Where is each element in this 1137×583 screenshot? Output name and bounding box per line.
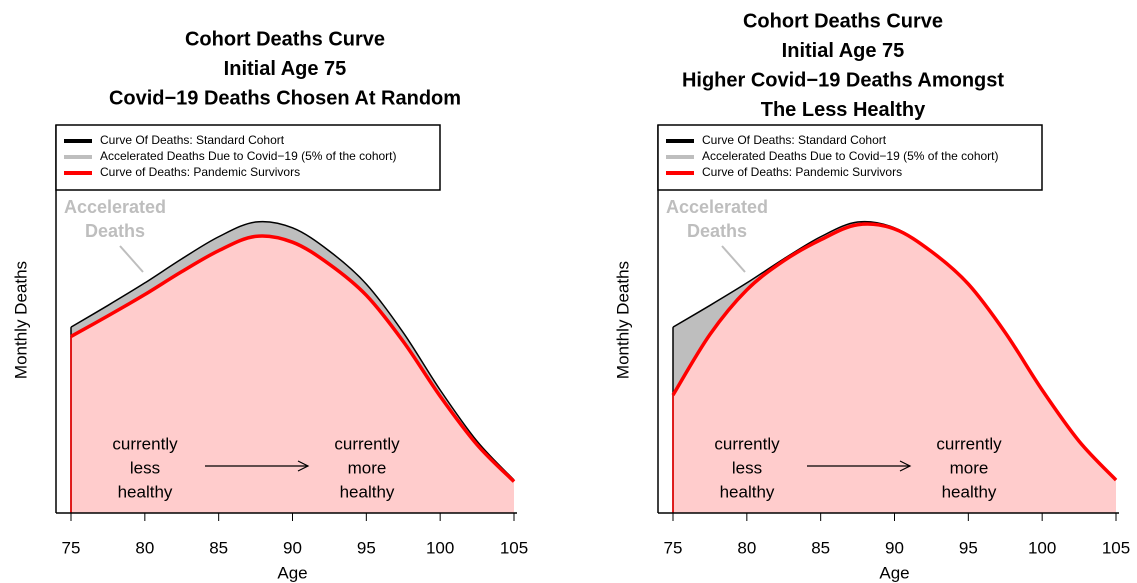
x-tick-label: 95 <box>357 538 376 557</box>
annotation: Deaths <box>85 221 145 241</box>
annotation: Accelerated <box>666 197 768 217</box>
curve-line <box>70 220 515 481</box>
legend-label: Curve Of Deaths: Standard Cohort <box>702 133 887 147</box>
x-tick-label: 105 <box>500 538 528 557</box>
annotation: Deaths <box>687 221 747 241</box>
annotation: currently <box>334 434 400 453</box>
x-axis-title: Age <box>879 563 909 582</box>
annotation: more <box>950 458 989 477</box>
curve-line <box>671 222 1118 482</box>
x-tick-label: 105 <box>1102 538 1130 557</box>
annotation-pointer <box>119 245 144 273</box>
chart-title: Higher Covid−19 Deaths Amongst <box>682 69 1004 91</box>
legend-label: Accelerated Deaths Due to Covid−19 (5% o… <box>100 149 397 163</box>
x-axis-title: Age <box>277 563 307 582</box>
annotation: healthy <box>340 482 395 501</box>
legend-label: Curve Of Deaths: Standard Cohort <box>100 133 285 147</box>
annotation: currently <box>112 434 178 453</box>
annotation: more <box>348 458 387 477</box>
x-tick-label: 90 <box>283 538 302 557</box>
arrow-head <box>899 460 912 472</box>
arrow-head <box>297 460 310 472</box>
y-axis-title: Monthly Deaths <box>613 261 632 379</box>
chart-title: Covid−19 Deaths Chosen At Random <box>109 87 461 109</box>
chart-title: Initial Age 75 <box>224 58 347 80</box>
annotation-pointer <box>721 245 746 273</box>
x-tick-label: 90 <box>885 538 904 557</box>
area-fill <box>71 235 514 513</box>
legend-label: Curve of Deaths: Pandemic Survivors <box>702 165 902 179</box>
legend-label: Accelerated Deaths Due to Covid−19 (5% o… <box>702 149 999 163</box>
chart-title: Cohort Deaths Curve <box>743 10 943 32</box>
legend-box <box>55 124 441 191</box>
x-tick-label: 95 <box>959 538 978 557</box>
legend-label: Curve of Deaths: Pandemic Survivors <box>100 165 300 179</box>
chart-title: Cohort Deaths Curve <box>185 28 385 50</box>
x-tick-label: 75 <box>62 538 81 557</box>
y-axis-title: Monthly Deaths <box>11 261 30 379</box>
annotation: healthy <box>118 482 173 501</box>
curve-line <box>70 234 516 483</box>
legend-box <box>657 124 1043 191</box>
annotation: healthy <box>942 482 997 501</box>
annotation: healthy <box>720 482 775 501</box>
chart-title: The Less Healthy <box>761 99 926 121</box>
x-tick-label: 100 <box>1028 538 1056 557</box>
x-tick-label: 85 <box>209 538 228 557</box>
x-tick-label: 80 <box>737 538 756 557</box>
annotation: Accelerated <box>64 197 166 217</box>
area-fill <box>673 223 1116 513</box>
x-tick-label: 80 <box>135 538 154 557</box>
x-tick-label: 75 <box>664 538 683 557</box>
annotation: less <box>130 458 160 477</box>
annotation: less <box>732 458 762 477</box>
x-tick-label: 100 <box>426 538 454 557</box>
annotation: currently <box>936 434 1002 453</box>
chart-title: Initial Age 75 <box>782 40 905 62</box>
annotation: currently <box>714 434 780 453</box>
x-tick-label: 85 <box>811 538 830 557</box>
